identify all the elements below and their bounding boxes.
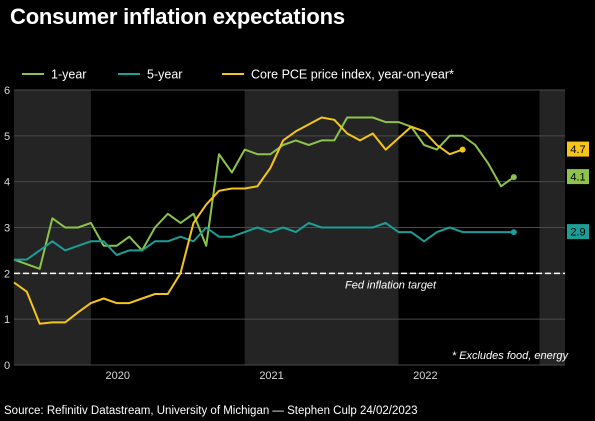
legend-label-0: 1-year [51, 68, 86, 82]
end-label-2: 4.7 [570, 144, 585, 156]
y-tick-label-0: 0 [4, 360, 10, 372]
end-label-box-0 [567, 169, 589, 185]
y-tick-label-1: 1 [4, 314, 10, 326]
x-tick-label-2021: 2021 [259, 370, 283, 382]
end-label-0: 4.1 [570, 172, 585, 184]
series-end-dot-2 [459, 146, 466, 153]
series-end-dot-0 [510, 174, 517, 181]
chart-title: Consumer inflation expectations [10, 4, 345, 29]
y-tick-label-3: 3 [4, 223, 10, 235]
end-label-box-2 [567, 141, 589, 157]
y-tick-label-5: 5 [4, 131, 10, 143]
fed-target-label: Fed inflation target [345, 279, 437, 291]
series-end-dot-1 [510, 229, 517, 236]
x-tick-label-2020: 2020 [106, 370, 130, 382]
series-line-2 [13, 116, 463, 325]
x-tick-label-2022: 2022 [413, 370, 437, 382]
y-tick-label-6: 6 [4, 85, 10, 97]
line-chart: 0 1 2 3 4 5 6 2020 2021 2022 Fed inflation target *… [4, 68, 589, 382]
series-line-0 [13, 116, 515, 270]
end-label-1: 2.9 [570, 227, 585, 239]
end-label-box-1 [567, 224, 589, 240]
legend-label-1: 5-year [147, 68, 182, 82]
footnote: * Excludes food, energy [452, 350, 570, 362]
y-tick-label-4: 4 [4, 177, 10, 189]
y-tick-label-2: 2 [4, 268, 10, 280]
series-line-1 [14, 221, 514, 261]
legend-label-2: Core PCE price index, year-on-year* [251, 68, 454, 82]
source-note: Source: Refinitiv Datastream, University… [4, 405, 418, 417]
